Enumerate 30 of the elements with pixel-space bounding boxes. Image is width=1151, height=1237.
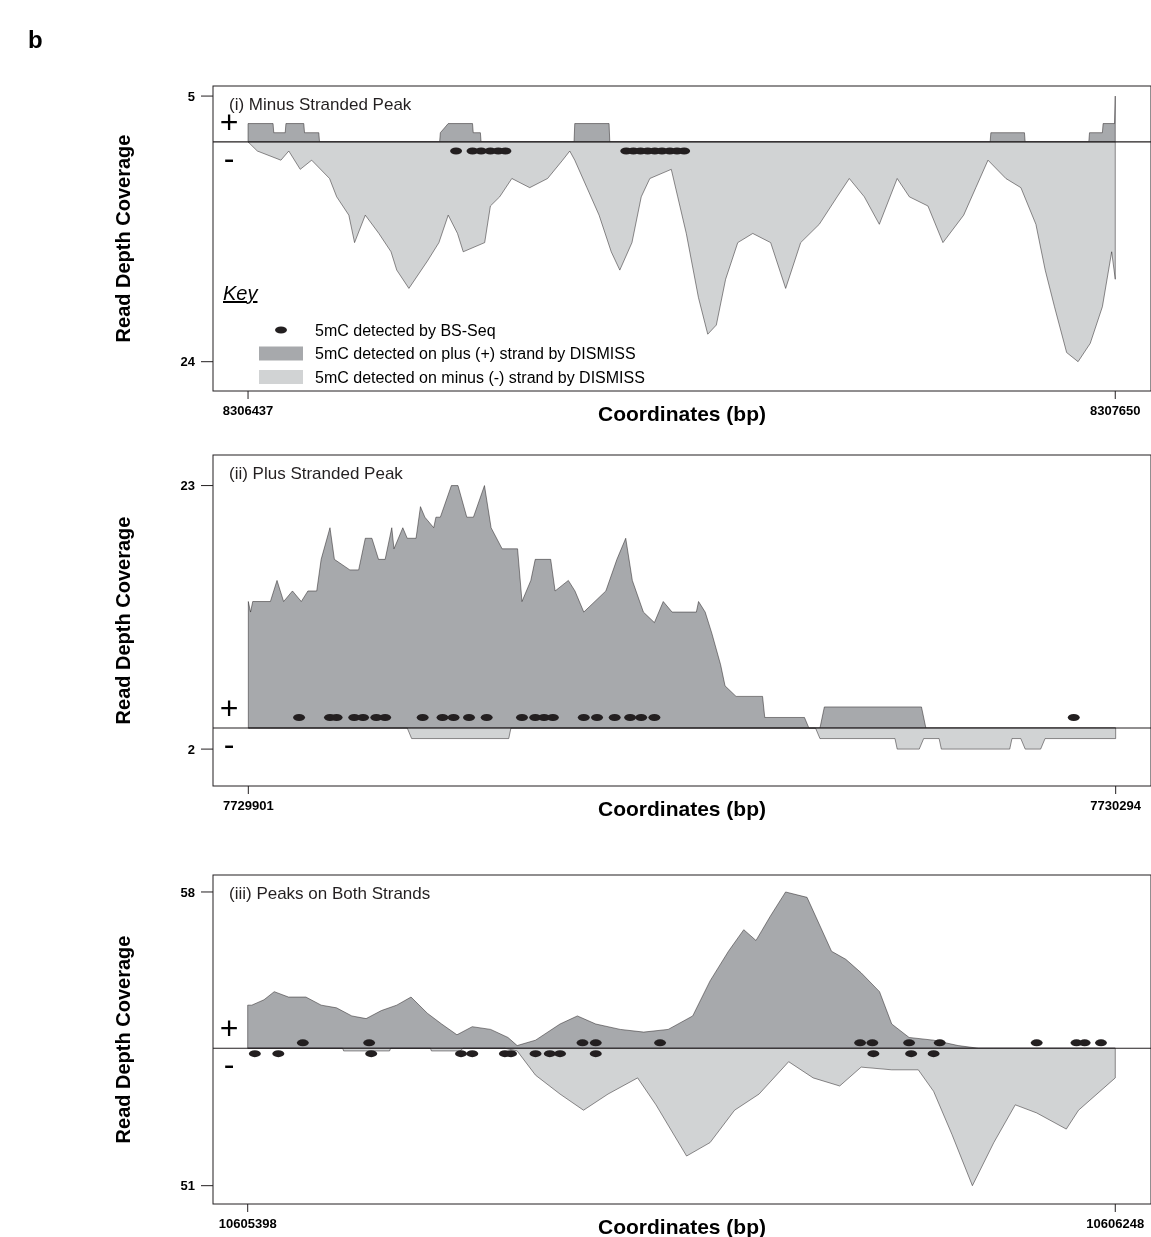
y-tick-label: 5	[187, 88, 195, 104]
x-tick-label: 10606248	[1086, 1216, 1145, 1231]
x-tick-label: 8307650	[1089, 403, 1141, 418]
legend-label: 5mC detected on plus (+) strand by DISMISS	[315, 345, 636, 363]
x-tick-label: 10605398	[218, 1216, 277, 1231]
y-tick-label: 51	[180, 1178, 195, 1194]
annotation: -	[223, 726, 235, 763]
text: (ii) Plus Stranded Peak	[229, 464, 404, 483]
y-axis-title: Read Depth Coverage	[112, 935, 134, 1144]
x-tick-label: 8306437	[222, 403, 274, 418]
annotation: -	[223, 140, 235, 177]
x-axis-title: Coordinates (bp)	[598, 402, 766, 425]
y-tick-label: 2	[187, 741, 195, 757]
y-tick-label: 24	[180, 354, 196, 370]
legend-title: Key	[223, 282, 259, 304]
x-tick-label: 7729901	[223, 798, 274, 813]
text: b	[28, 26, 43, 53]
x-axis-title: Coordinates (bp)	[598, 797, 766, 820]
legend-label: 5mC detected by BS-Seq	[315, 321, 496, 339]
annotation: +	[219, 690, 239, 727]
y-axis-title: Read Depth Coverage	[112, 134, 134, 343]
y-tick-label: 23	[180, 478, 195, 494]
y-tick-label: 58	[180, 884, 195, 900]
annotation: -	[223, 1046, 235, 1083]
legend-label: 5mC detected on minus (-) strand by DISMISS	[315, 368, 645, 386]
text: (i) Minus Stranded Peak	[229, 95, 412, 114]
text: (iii) Peaks on Both Strands	[229, 884, 431, 903]
y-axis-title: Read Depth Coverage	[112, 516, 134, 725]
x-tick-label: 7730294	[1090, 798, 1142, 813]
annotation: +	[219, 1010, 239, 1047]
